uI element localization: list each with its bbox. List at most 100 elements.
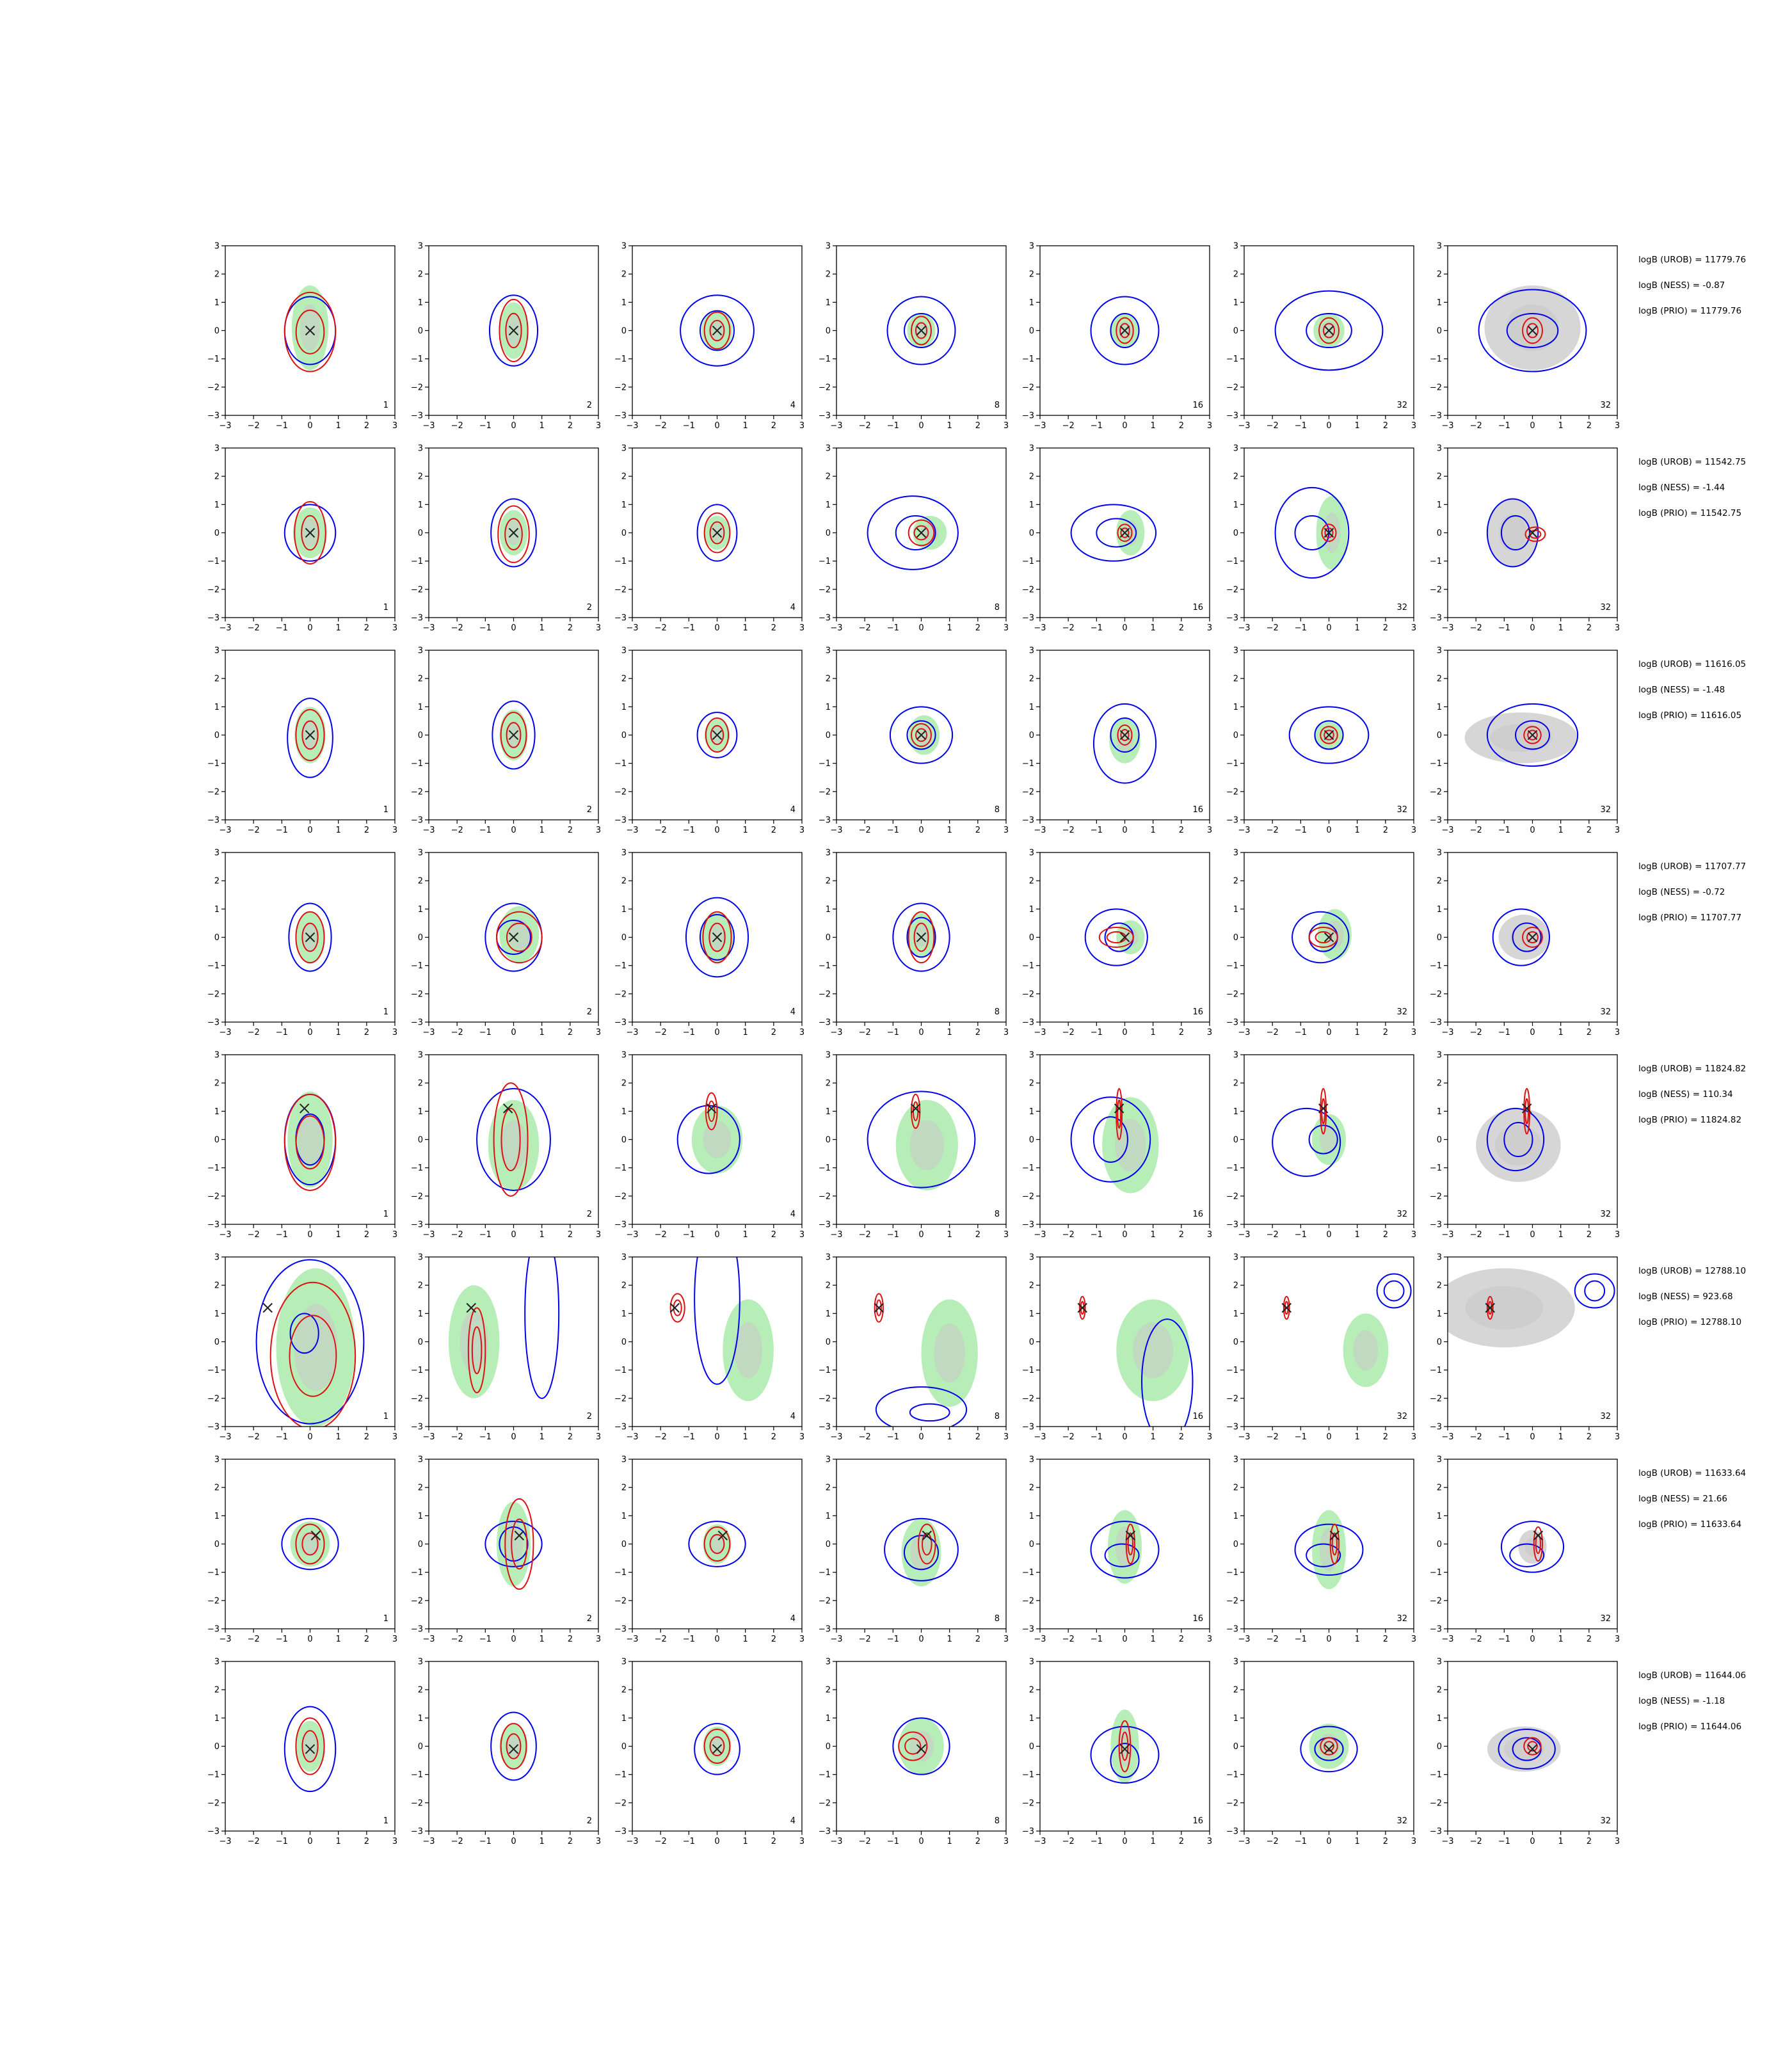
y-tick-label: −2 (1226, 989, 1238, 999)
blue-contour-outer (1500, 1521, 1565, 1573)
blue-contour-inner (1383, 1280, 1405, 1302)
y-tick-label: 0 (214, 731, 220, 740)
true-value-marker (310, 1530, 321, 1540)
x-tick-label: −3 (830, 623, 842, 633)
y-tick-label: −3 (207, 1220, 220, 1230)
y-tick-label: 1 (1233, 905, 1238, 915)
panel-corner-label: 1 (383, 805, 388, 815)
blue-contour-outer (1084, 908, 1148, 966)
x-tick-label: −2 (1062, 1837, 1075, 1846)
true-value-marker (305, 1744, 316, 1754)
x-tick-label: −3 (422, 1432, 435, 1442)
true-value-marker (1114, 1103, 1124, 1114)
blue-contour-outer (1486, 703, 1579, 767)
true-value-marker (1324, 1744, 1334, 1754)
x-tick-label: 1 (743, 623, 748, 633)
y-tick-label: −2 (1022, 383, 1034, 392)
true-value-marker (712, 932, 723, 943)
red-contour-inner (1324, 730, 1334, 740)
x-tick-label: 3 (596, 421, 601, 431)
y-tick-label: −2 (411, 383, 423, 392)
x-tick-label: 3 (596, 1230, 601, 1240)
x-tick-label: −2 (655, 1028, 667, 1037)
x-tick-label: 2 (1587, 1028, 1592, 1037)
plot-area (1090, 1709, 1160, 1784)
x-tick-label: 1 (1151, 1432, 1156, 1442)
x-tick-label: −2 (1267, 1230, 1279, 1240)
x-tick-label: 3 (596, 826, 601, 835)
x-tick-label: −1 (1295, 826, 1307, 835)
plot-area (1281, 1273, 1412, 1388)
plot-area (1500, 1521, 1565, 1573)
x-tick-label: −3 (219, 826, 231, 835)
true-value-marker (1119, 1744, 1130, 1754)
plot-area (884, 1517, 959, 1587)
red-contour-inner (506, 1733, 522, 1759)
x-tick-label: −3 (219, 1837, 231, 1846)
x-tick-label: 1 (1355, 421, 1360, 431)
blue-contour-outer (1141, 1318, 1194, 1427)
x-tick-label: 2 (364, 421, 369, 431)
panel-r4-c6: −3 −2 −1 0 1 2 3 −3 −2 −1 0 1 2 3 32 (1226, 849, 1416, 1038)
panel-corner-label: 32 (1600, 1210, 1611, 1219)
x-tick-label: 1 (1355, 1635, 1360, 1644)
red-contour-inner (1127, 1532, 1133, 1556)
panel-r1-c7: −3 −2 −1 0 1 2 3 −3 −2 −1 0 1 2 3 32 (1430, 242, 1620, 431)
x-tick-label: 0 (1530, 1432, 1535, 1442)
x-tick-label: −3 (626, 826, 638, 835)
x-tick-label: −2 (859, 421, 871, 431)
density-fill-inner (504, 1521, 524, 1567)
x-tick-label: 3 (1207, 1837, 1212, 1846)
panel-corner-label: 1 (383, 401, 388, 410)
x-tick-label: 3 (596, 623, 601, 633)
x-tick-label: 0 (1530, 421, 1535, 431)
y-tick-label: −1 (1022, 1770, 1034, 1780)
x-tick-label: −1 (1498, 1432, 1510, 1442)
x-tick-label: 1 (1151, 421, 1156, 431)
true-value-marker (305, 730, 316, 740)
x-tick-label: 2 (975, 1230, 980, 1240)
blue-contour-outer (1300, 1725, 1358, 1773)
blue-contour-inner (904, 313, 939, 348)
x-tick-label: 2 (1383, 421, 1388, 431)
y-tick-label: −2 (1022, 1192, 1034, 1201)
blue-contour-outer (1574, 1273, 1615, 1309)
y-tick-label: 1 (1437, 1512, 1442, 1521)
y-tick-label: 2 (418, 1484, 423, 1493)
blue-contour-inner (1104, 1543, 1140, 1567)
y-tick-label: −3 (207, 1827, 220, 1837)
y-tick-label: −3 (819, 1423, 831, 1432)
red-contour-inner (709, 319, 725, 342)
x-tick-label: −2 (248, 1635, 260, 1644)
x-tick-label: 3 (1207, 421, 1212, 431)
panel-r2-c2: −3 −2 −1 0 1 2 3 −3 −2 −1 0 1 2 3 2 (411, 444, 601, 634)
x-tick-label: 3 (1411, 421, 1416, 431)
true-value-marker (1485, 1302, 1495, 1313)
y-tick-label: 3 (621, 1253, 627, 1263)
red-contour-inner (1524, 1098, 1530, 1124)
y-tick-label: −3 (411, 412, 423, 421)
x-tick-label: 2 (771, 1230, 776, 1240)
y-tick-label: 3 (214, 849, 220, 858)
x-tick-label: 1 (743, 421, 748, 431)
y-tick-label: 3 (214, 444, 220, 454)
y-tick-label: 3 (1029, 646, 1034, 656)
y-tick-label: 2 (621, 1079, 627, 1089)
panel-corner-label: 1 (383, 1412, 388, 1421)
panel-r3-c2: −3 −2 −1 0 1 2 3 −3 −2 −1 0 1 2 3 2 (411, 646, 601, 836)
true-value-marker (916, 932, 927, 943)
x-tick-label: −1 (276, 421, 288, 431)
x-tick-label: −1 (1498, 1028, 1510, 1037)
red-contour-inner (1120, 728, 1130, 742)
x-tick-label: 1 (540, 421, 545, 431)
y-tick-label: −1 (614, 759, 627, 769)
x-tick-label: −1 (683, 1837, 695, 1846)
red-contour-inner (511, 1518, 528, 1570)
x-tick-label: 1 (336, 1028, 341, 1037)
y-tick-label: 0 (418, 326, 423, 336)
red-contour-outer (911, 316, 932, 346)
x-tick-label: 0 (1326, 1837, 1331, 1846)
x-tick-label: 1 (1355, 1432, 1360, 1442)
red-contour-inner (505, 312, 522, 349)
panel-corner-label: 2 (587, 401, 592, 410)
